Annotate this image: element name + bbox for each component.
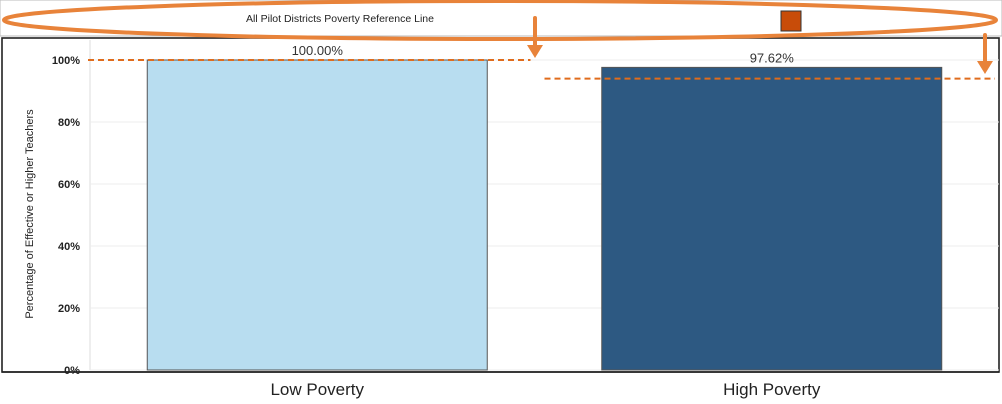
y-axis-title: Percentage of Effective or Higher Teache… — [24, 109, 36, 319]
bar — [146, 59, 488, 371]
y-tick-label: 0% — [64, 365, 80, 377]
data-label: 97.62% — [750, 50, 795, 65]
y-tick-label: 20% — [58, 303, 80, 315]
y-tick-label: 40% — [58, 241, 80, 253]
y-tick-label: 80% — [58, 117, 80, 129]
bar — [601, 66, 943, 371]
legend-swatch — [780, 10, 802, 32]
x-category-label: High Poverty — [723, 380, 821, 399]
annotation-ellipse — [2, 0, 998, 41]
legend-label: All Pilot Districts Poverty Reference Li… — [246, 13, 434, 25]
annotation-arrow-left — [527, 16, 543, 58]
annotation-arrow-right — [977, 33, 993, 74]
x-category-label: Low Poverty — [270, 380, 364, 399]
y-tick-label: 60% — [58, 179, 80, 191]
y-tick-label: 100% — [52, 55, 80, 67]
data-label: 100.00% — [292, 43, 344, 58]
